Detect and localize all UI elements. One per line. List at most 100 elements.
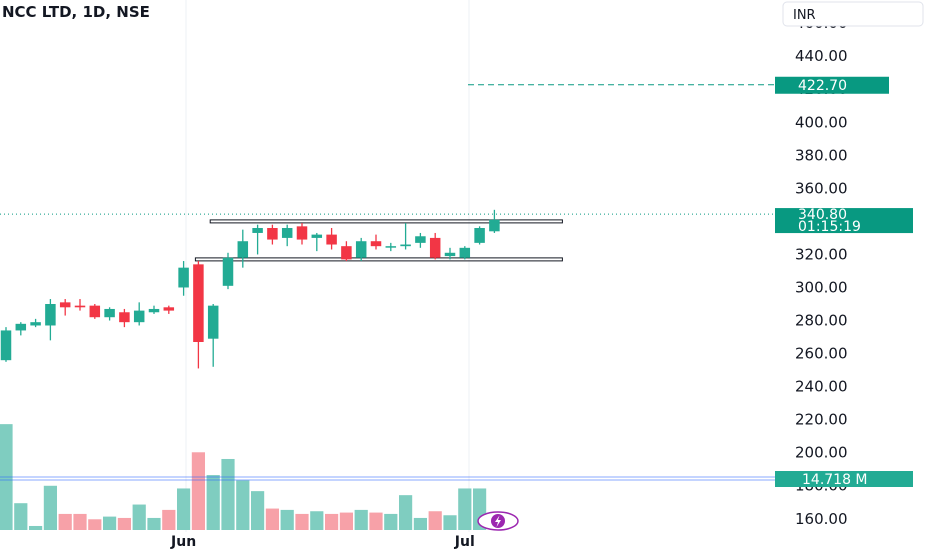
price-tick-label: 300.00 [795, 278, 848, 296]
candle [119, 308, 130, 328]
price-tick-label: 240.00 [795, 378, 848, 396]
candle [444, 247, 456, 260]
volume-bar [413, 517, 427, 530]
candle-body [89, 305, 101, 318]
candle [474, 226, 485, 245]
price-tick-label: 260.00 [795, 345, 848, 363]
candle [355, 237, 367, 262]
last-price-label: 340.80 [798, 207, 847, 223]
candle [30, 318, 41, 328]
candle [429, 232, 441, 260]
candle-body [74, 305, 86, 308]
candle [296, 223, 308, 245]
candle-body [444, 252, 456, 257]
candle-body [415, 236, 426, 243]
volume-bar [354, 509, 368, 530]
time-axis-ticks: Jun Jul [170, 534, 475, 550]
volume-bar [236, 480, 250, 530]
volume-bar [443, 515, 457, 530]
candle [45, 299, 56, 341]
volume-bar [14, 503, 28, 530]
candle [148, 305, 160, 314]
volume-marker-label: 14.718 M [802, 472, 868, 488]
candle [341, 241, 352, 262]
currency-label: INR [793, 8, 816, 23]
price-tick-label: 400.00 [795, 113, 848, 131]
last-price-tag [775, 208, 913, 234]
volume-bar [191, 452, 205, 530]
candle [252, 224, 263, 255]
candle-body [178, 267, 189, 288]
volume-bar [339, 512, 353, 530]
candle [222, 252, 234, 290]
volume-bar [295, 513, 309, 530]
candle-body [474, 228, 485, 243]
volume-bar [325, 513, 339, 530]
price-tick-label: 200.00 [795, 444, 848, 462]
candle-body [341, 246, 352, 260]
candle [74, 299, 86, 311]
volume-bar [221, 458, 235, 530]
candle [415, 232, 426, 248]
candle-body [459, 247, 471, 258]
candle-body [133, 310, 145, 323]
volume-bar [265, 508, 279, 530]
candle [400, 223, 411, 250]
volume-marker-tag [775, 471, 913, 487]
volume-bar [251, 491, 265, 530]
candle-body [296, 226, 308, 240]
candle-body [489, 219, 500, 232]
candle-body [311, 234, 323, 238]
candle-body [148, 308, 160, 313]
candle [59, 299, 71, 316]
target-price-tag [775, 76, 889, 94]
candle-body [119, 312, 130, 323]
candle [0, 327, 12, 362]
volume-bar [29, 525, 43, 530]
zone-line [209, 219, 563, 224]
bar-countdown: 01:15:19 [798, 219, 861, 235]
volume-bar [43, 485, 57, 530]
candle-body [45, 304, 56, 326]
candle [163, 305, 175, 314]
price-axis-ticks: 160.00180.00200.00220.00240.00260.00280.… [795, 14, 848, 528]
time-axis[interactable] [0, 532, 932, 550]
volume-bar [147, 517, 161, 530]
time-tick-label: Jun [170, 534, 196, 550]
candle [193, 261, 204, 369]
candle [370, 234, 382, 250]
candle [281, 224, 293, 247]
volume-bar [384, 513, 398, 530]
target-price-label: 422.70 [798, 78, 847, 94]
candle-body [252, 228, 263, 233]
candle [133, 302, 145, 326]
candle [104, 307, 115, 321]
candle [267, 224, 278, 245]
candle-body [163, 307, 175, 311]
candle-body [355, 241, 367, 258]
volume-bar [428, 511, 442, 530]
lightning-icon [495, 515, 501, 527]
volume-bar [117, 517, 131, 530]
candle-body [0, 330, 12, 361]
volume-bar [458, 488, 472, 530]
candle [237, 229, 249, 268]
candle-body [30, 322, 41, 326]
time-tick-label: Jul [454, 534, 475, 550]
volume-bar [58, 513, 72, 530]
candle-body [207, 305, 219, 339]
price-tick-label: 220.00 [795, 411, 848, 429]
volume-bar [88, 519, 102, 530]
candle [178, 261, 189, 296]
candle-body [400, 244, 411, 247]
volume-bar [280, 509, 294, 530]
lightning-badge[interactable] [477, 511, 519, 531]
candle-body [385, 246, 397, 248]
currency-button[interactable] [782, 1, 924, 27]
candle-body [370, 241, 382, 247]
price-tick-label: 160.00 [795, 510, 848, 528]
volume-bar [177, 488, 191, 530]
price-tick-label: 360.00 [795, 179, 848, 197]
volume-bar [310, 511, 324, 530]
